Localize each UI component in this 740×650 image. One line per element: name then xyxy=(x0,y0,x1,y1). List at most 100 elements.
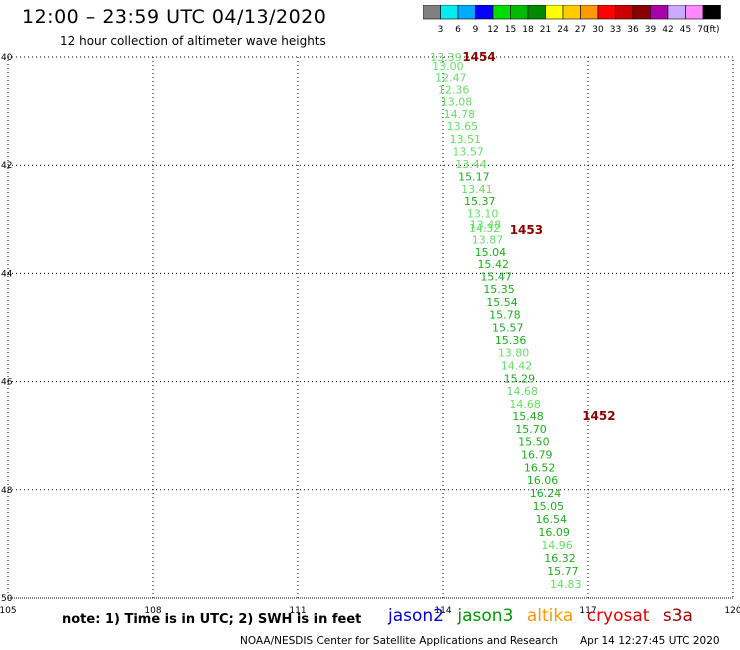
y-tick-label: 48 xyxy=(1,486,13,496)
swh-value-label: 15.37 xyxy=(464,195,496,208)
swh-value-label: 13.57 xyxy=(452,146,484,159)
colorbar-swatch xyxy=(580,5,599,20)
swh-value-label: 15.78 xyxy=(489,309,521,322)
colorbar-swatch xyxy=(632,5,651,20)
swh-value-label: 16.79 xyxy=(521,449,553,462)
swh-value-label: 15.17 xyxy=(458,171,490,184)
legend-jason3: jason3 xyxy=(457,606,514,626)
colorbar-tick-label: 36 xyxy=(627,25,639,35)
colorbar-tick-label: 24 xyxy=(557,25,569,35)
satellite-legend: jason2 jason3 altika cryosat s3a xyxy=(388,606,701,626)
swh-value-label: 15.36 xyxy=(495,334,527,347)
swh-value-label: 14.83 xyxy=(550,578,582,591)
swh-value-label: 14.68 xyxy=(507,385,539,398)
colorbar-legend: 3 6 9 12 15 18 21 24 27 30 33 36 39 42 45 70(ft) xyxy=(423,5,721,35)
x-tick-label: 114 xyxy=(434,606,451,616)
colorbar-swatch xyxy=(492,5,511,20)
colorbar-tick-label: 42 xyxy=(662,25,673,35)
map-grid xyxy=(7,56,734,599)
y-tick-label: 46 xyxy=(1,378,13,388)
swh-value-label: 16.52 xyxy=(524,462,556,475)
chart-title: 12:00 – 23:59 UTC 04/13/2020 xyxy=(22,6,327,28)
x-tick-label: 105 xyxy=(0,606,17,616)
swh-value-label: 14.32 xyxy=(469,222,501,235)
swh-value-label: 12.47 xyxy=(435,72,467,85)
colorbar-swatch xyxy=(440,5,459,20)
time-label: 1452 xyxy=(582,409,615,423)
swh-value-label: 16.06 xyxy=(527,474,559,487)
swh-value-label: 15.70 xyxy=(515,423,547,436)
colorbar-tick-label: 9 xyxy=(473,25,479,35)
colorbar-swatch xyxy=(702,5,721,20)
plot-border xyxy=(7,56,734,599)
colorbar-swatch xyxy=(597,5,616,20)
colorbar-swatch xyxy=(510,5,529,20)
data-points: 13.3913.0012.4712.3613.0814.7813.6513.51… xyxy=(430,51,581,591)
swh-value-label: 14.68 xyxy=(509,398,541,411)
colorbar-tick-label: 39 xyxy=(645,25,657,35)
colorbar-swatch xyxy=(545,5,564,20)
swh-value-label: 13.10 xyxy=(467,207,499,220)
colorbar-tick-label: 6 xyxy=(455,25,461,35)
y-tick-label: 50 xyxy=(1,594,13,604)
colorbar-swatch xyxy=(457,5,476,20)
swh-value-label: 15.48 xyxy=(512,410,544,423)
swh-value-label: 14.78 xyxy=(444,108,476,121)
colorbar-swatch xyxy=(475,5,494,20)
swh-value-label: 16.24 xyxy=(530,487,562,500)
time-label: 1453 xyxy=(510,223,543,237)
swh-value-label: 15.05 xyxy=(533,500,565,513)
colorbar-tick-label: 21 xyxy=(540,25,551,35)
swh-value-label: 13.41 xyxy=(461,183,493,196)
swh-value-label: 12.36 xyxy=(438,83,470,96)
time-label: 1454 xyxy=(462,50,495,64)
x-tick-label: 120 xyxy=(724,606,740,616)
swh-value-label: 14.96 xyxy=(541,539,573,552)
swh-value-label: 15.54 xyxy=(486,296,518,309)
chart-subtitle: 12 hour collection of altimeter wave hei… xyxy=(60,34,326,48)
colorbar-swatch xyxy=(650,5,669,20)
colorbar-swatch xyxy=(527,5,546,20)
colorbar-swatch xyxy=(685,5,704,20)
colorbar-swatch xyxy=(423,5,441,20)
swh-value-label: 15.50 xyxy=(518,436,550,449)
legend-cryosat: cryosat xyxy=(586,606,650,626)
swh-value-label: 15.57 xyxy=(492,322,524,335)
swh-value-label: 15.42 xyxy=(478,258,510,271)
swh-value-label: 13.87 xyxy=(472,233,504,246)
swh-value-label: 13.44 xyxy=(455,158,487,171)
time-labels: 1454 1453 1452 xyxy=(462,50,615,423)
swh-value-label: 13.65 xyxy=(447,120,479,133)
colorbar-tick-label: 18 xyxy=(522,25,534,35)
swh-value-label: 15.29 xyxy=(504,372,536,385)
colorbar-unit: (ft) xyxy=(706,25,720,35)
swh-value-label: 13.48 xyxy=(470,219,502,232)
footer-note: note: 1) Time is in UTC; 2) SWH is in fe… xyxy=(62,612,362,627)
y-tick-label: 42 xyxy=(1,161,12,171)
legend-s3a: s3a xyxy=(662,606,693,626)
swh-value-label: 15.77 xyxy=(547,565,579,578)
swh-value-label: 15.04 xyxy=(475,246,507,259)
swh-value-label: 13.00 xyxy=(432,60,464,73)
swh-value-label: 13.39 xyxy=(430,51,462,64)
colorbar-tick-label: 30 xyxy=(592,25,604,35)
swh-value-label: 15.47 xyxy=(480,271,512,284)
colorbar-tick-label: 15 xyxy=(505,25,516,35)
colorbar-tick-label: 12 xyxy=(487,25,498,35)
x-tick-label: 117 xyxy=(579,606,596,616)
swh-value-label: 15.35 xyxy=(483,283,515,296)
swh-value-label: 16.32 xyxy=(544,552,576,565)
x-tick-label: 111 xyxy=(289,606,306,616)
colorbar-swatch xyxy=(615,5,634,20)
colorbar-tick-label: 3 xyxy=(438,25,444,35)
colorbar-tick-label: 45 xyxy=(680,25,691,35)
swh-value-label: 13.51 xyxy=(449,133,481,146)
swh-value-label: 14.42 xyxy=(501,359,533,372)
swh-value-label: 16.09 xyxy=(538,526,570,539)
y-tick-label: 40 xyxy=(1,53,13,63)
colorbar-swatch xyxy=(562,5,581,20)
colorbar-swatch xyxy=(667,5,686,20)
colorbar-tick-label: 27 xyxy=(575,25,586,35)
legend-altika: altika xyxy=(526,606,574,626)
